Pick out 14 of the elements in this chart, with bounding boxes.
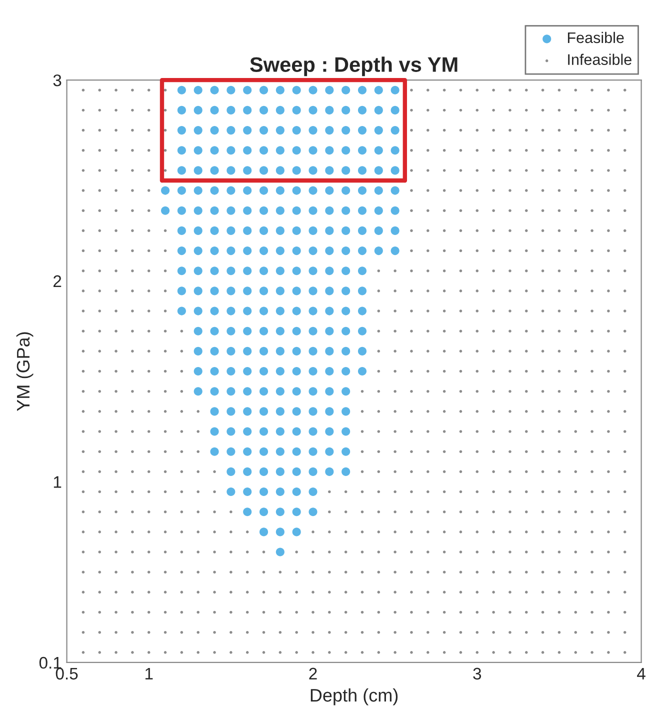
x-tick-label: 4 bbox=[637, 668, 646, 680]
legend-label: Feasible bbox=[568, 32, 624, 44]
y-axis-title: YM (GPa) bbox=[16, 332, 34, 412]
chart-title: Sweep : Depth vs YM bbox=[250, 56, 458, 76]
x-axis-title: Depth (cm) bbox=[310, 688, 398, 706]
y-tick-label: 1 bbox=[54, 476, 62, 488]
y-tick-label: 3 bbox=[53, 74, 62, 86]
y-tick-label: 0.1 bbox=[39, 656, 62, 669]
legend-label: Infeasible bbox=[568, 54, 632, 65]
y-tick-label: 2 bbox=[54, 275, 62, 287]
x-tick-label: 2 bbox=[309, 668, 317, 680]
x-tick-label: 3 bbox=[473, 668, 482, 680]
x-tick-label: 1 bbox=[146, 668, 153, 680]
x-tick-label: 0.5 bbox=[56, 668, 78, 680]
